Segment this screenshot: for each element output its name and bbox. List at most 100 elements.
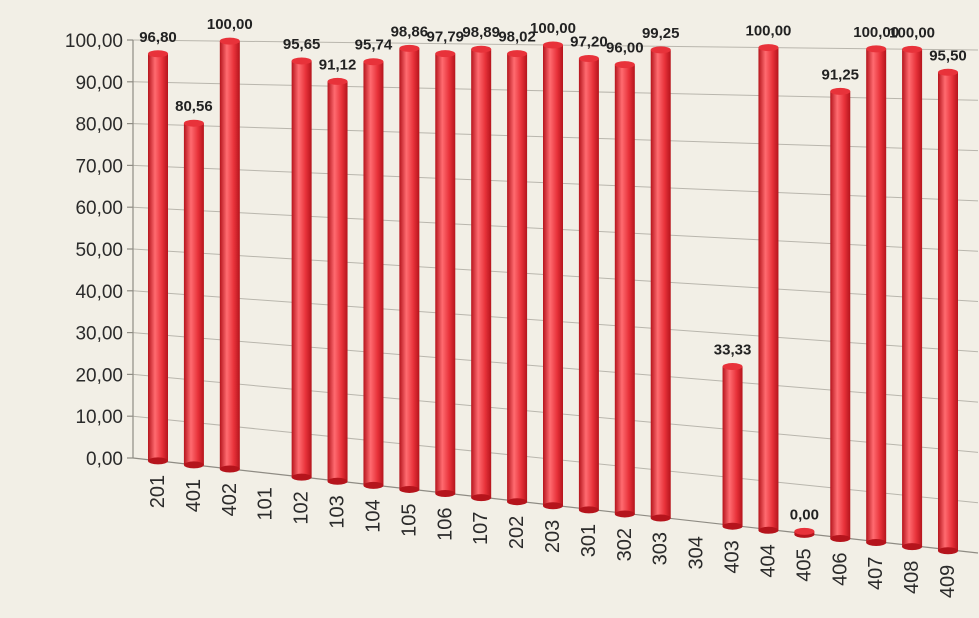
bar-body (183, 123, 204, 465)
bar (507, 50, 528, 506)
bar-base (902, 543, 923, 551)
data-label: 96,80 (139, 29, 177, 46)
data-label: 91,12 (319, 56, 357, 73)
bar-body (435, 53, 456, 494)
bar-top (363, 58, 384, 66)
x-tick-label: 202 (506, 516, 528, 549)
bar (183, 119, 204, 469)
bar-body (722, 366, 743, 527)
bar-base (219, 465, 240, 473)
bar-top (435, 50, 456, 58)
bar-top (183, 119, 204, 127)
x-axis-ticks: 201 401 402 101 102 103 104 105 106 107 202 203 301 3… (147, 475, 959, 598)
bar-body (219, 41, 240, 470)
y-tick-label: 50,00 (75, 240, 123, 261)
bar (758, 44, 779, 534)
bar (650, 46, 671, 522)
y-tick-label: 70,00 (75, 156, 123, 177)
bar-top (578, 54, 599, 62)
bar (830, 87, 851, 542)
x-tick-label: 201 (147, 475, 169, 508)
bar-base (578, 506, 599, 514)
data-label: 95,74 (355, 37, 393, 54)
x-tick-label: 102 (291, 491, 313, 524)
bar-top (722, 363, 743, 371)
bar-top (794, 527, 815, 535)
bar (794, 527, 815, 538)
y-tick-label: 60,00 (75, 198, 123, 219)
bar-top (902, 45, 923, 53)
y-axis-ticks: 0,00 10,00 20,00 30,00 40,00 50,00 60,00 70,00 8… (65, 31, 134, 470)
data-label: 98,89 (462, 24, 500, 41)
bar-top (219, 37, 240, 45)
x-tick-label: 105 (398, 503, 420, 536)
bar-body (938, 72, 958, 551)
x-tick-label: 303 (650, 532, 672, 565)
data-label: 99,25 (642, 25, 680, 42)
data-label: 95,50 (929, 47, 967, 64)
data-label: 91,25 (821, 66, 859, 83)
x-tick-label: 304 (686, 536, 708, 569)
bar (866, 45, 887, 547)
data-labels: 96,80 80,56 100,00 95,65 91,12 95,7498,8697,7… (139, 16, 967, 523)
data-label: 97,20 (570, 33, 608, 50)
bar (363, 58, 384, 489)
x-tick-label: 101 (255, 487, 277, 520)
bar-base (471, 494, 492, 502)
x-tick-label: 407 (865, 557, 887, 590)
x-tick-label: 408 (901, 561, 923, 594)
x-tick-label: 404 (757, 544, 779, 577)
bar-body (543, 45, 563, 506)
bar-body (758, 47, 779, 531)
data-label: 96,00 (606, 40, 644, 57)
y-tick-label: 40,00 (75, 282, 123, 303)
y-tick-label: 90,00 (75, 73, 123, 94)
bars (148, 37, 958, 555)
bar-top (614, 61, 635, 69)
x-tick-label: 106 (434, 508, 456, 541)
bar-top (327, 77, 348, 85)
x-tick-label: 401 (183, 479, 205, 512)
y-tick-label: 20,00 (75, 365, 123, 386)
bar (722, 363, 743, 530)
y-tick-label: 100,00 (65, 31, 123, 52)
bar-base (435, 490, 456, 498)
bar-base (543, 502, 563, 510)
bar-top (830, 87, 851, 95)
bar-top (938, 68, 958, 76)
x-tick-label: 402 (219, 483, 241, 516)
bar-body (578, 58, 599, 510)
y-tick-label: 30,00 (75, 324, 123, 345)
bar-base (938, 547, 958, 555)
data-label: 100,00 (530, 20, 576, 37)
bar-body (291, 60, 312, 478)
bar-body (614, 64, 635, 514)
data-label: 100,00 (746, 23, 792, 40)
bar-body (471, 49, 492, 498)
x-tick-label: 203 (542, 520, 564, 553)
bar (219, 37, 240, 473)
data-label: 97,79 (426, 29, 464, 46)
bar-top (291, 57, 312, 65)
bar-base (758, 526, 779, 534)
bar-body (148, 53, 168, 461)
bar-base (183, 461, 204, 469)
data-label: 80,56 (175, 98, 213, 115)
data-label: 100,00 (207, 16, 253, 33)
bar-top (148, 50, 168, 58)
bar-body (507, 53, 528, 502)
bar-body (327, 81, 348, 482)
data-label: 0,00 (790, 506, 819, 523)
bar-base (507, 498, 528, 506)
data-label: 95,65 (283, 36, 321, 53)
data-label: 100,00 (889, 24, 935, 41)
x-tick-label: 301 (578, 524, 600, 557)
x-tick-label: 405 (793, 548, 815, 581)
x-tick-label: 107 (470, 512, 492, 545)
x-tick-label: 302 (614, 528, 636, 561)
bar-top (399, 44, 420, 52)
bar-base (148, 457, 168, 465)
x-tick-label: 406 (829, 552, 851, 585)
bar (938, 68, 958, 555)
bar-base (650, 514, 671, 522)
